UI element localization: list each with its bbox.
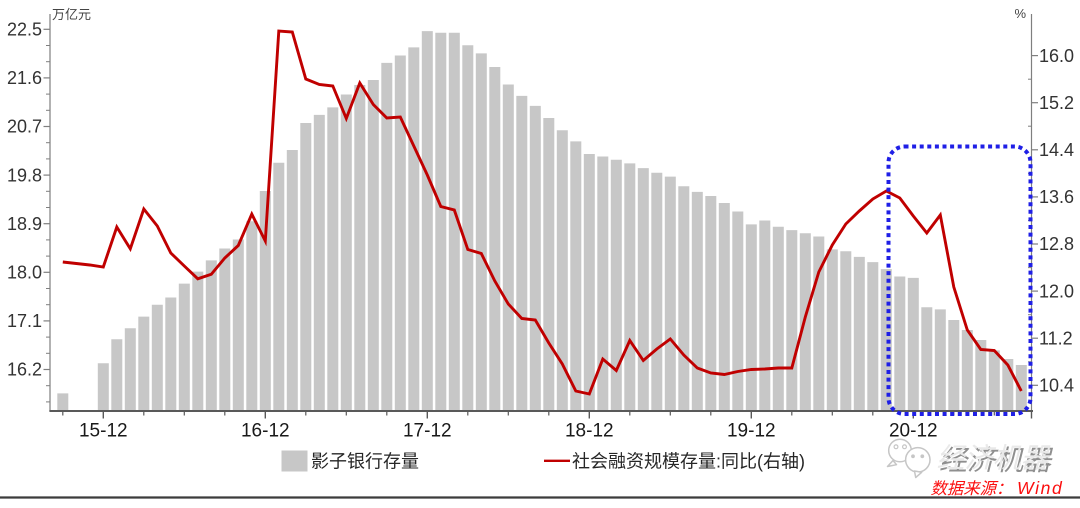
svg-text:18-12: 18-12 [565, 421, 614, 442]
svg-text:14.4: 14.4 [1039, 140, 1074, 160]
svg-text:%: % [1014, 6, 1026, 21]
svg-text:17-12: 17-12 [403, 421, 452, 442]
svg-text:17.1: 17.1 [7, 311, 42, 331]
svg-text:20-12: 20-12 [889, 421, 938, 442]
svg-text:15.2: 15.2 [1039, 93, 1074, 113]
svg-text:社会融资规模存量:同比(右轴): 社会融资规模存量:同比(右轴) [572, 452, 805, 472]
svg-text:16.2: 16.2 [7, 360, 42, 380]
svg-text:12.0: 12.0 [1039, 281, 1074, 301]
svg-text:12.8: 12.8 [1039, 234, 1074, 254]
svg-text:18.0: 18.0 [7, 263, 42, 283]
svg-text:18.9: 18.9 [7, 214, 42, 234]
svg-text:数据来源： Wind: 数据来源： Wind [931, 478, 1064, 498]
svg-text:经济机器: 经济机器 [937, 443, 1052, 474]
svg-text:20.7: 20.7 [7, 117, 42, 137]
svg-text:10.4: 10.4 [1039, 376, 1074, 396]
svg-text:21.6: 21.6 [7, 68, 42, 88]
svg-text:15-12: 15-12 [79, 421, 128, 442]
svg-text:19-12: 19-12 [727, 421, 776, 442]
svg-text:13.6: 13.6 [1039, 187, 1074, 207]
svg-text:19.8: 19.8 [7, 165, 42, 185]
svg-text:影子银行存量: 影子银行存量 [311, 452, 419, 472]
svg-text:16.0: 16.0 [1039, 46, 1074, 66]
svg-text:11.2: 11.2 [1039, 328, 1073, 348]
svg-text:22.5: 22.5 [7, 20, 42, 40]
svg-text:万亿元: 万亿元 [52, 7, 91, 22]
svg-text:16-12: 16-12 [241, 421, 290, 442]
svg-text:经济机器: 经济机器 [939, 445, 1054, 476]
